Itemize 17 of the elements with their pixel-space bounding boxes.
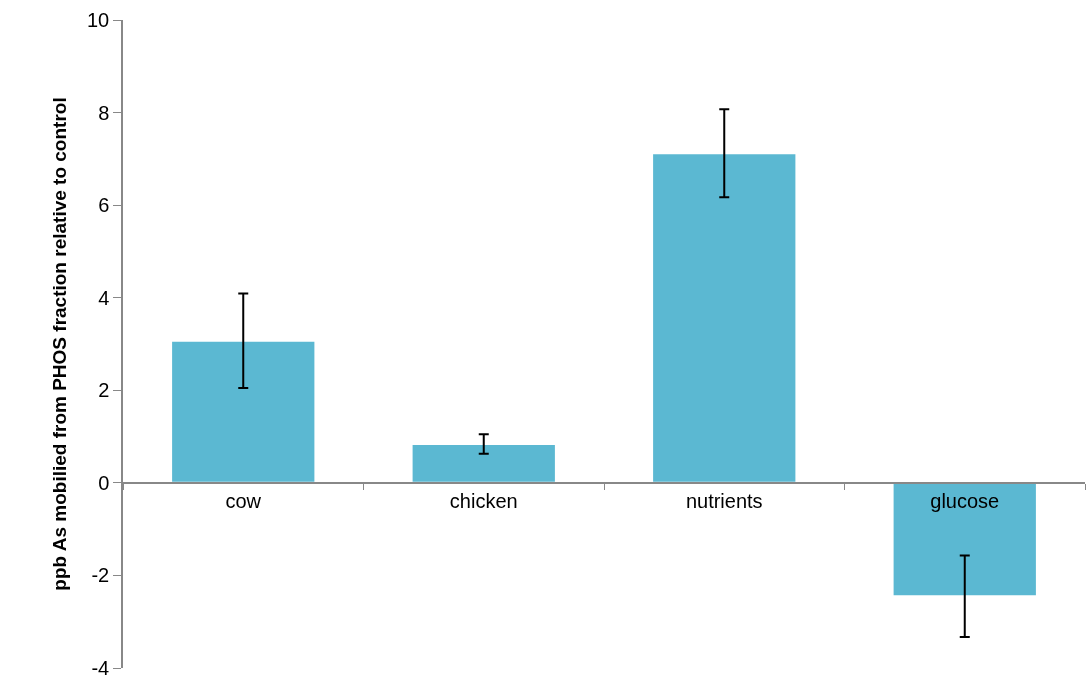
y-tick-label: 8 <box>98 101 110 124</box>
y-tick-label: 0 <box>98 471 110 494</box>
y-tick-label: -2 <box>91 564 110 587</box>
x-tick-label: chicken <box>449 489 518 512</box>
y-tick-label: 6 <box>98 194 110 217</box>
y-tick-label: 10 <box>87 9 110 31</box>
bar <box>651 152 798 484</box>
x-tick-label: glucose <box>930 489 1000 512</box>
bar <box>170 339 317 484</box>
x-tick-label: nutrients <box>685 489 763 512</box>
y-tick-label: 4 <box>98 286 110 309</box>
y-tick-label: -4 <box>91 657 110 679</box>
y-tick-label: 2 <box>98 379 110 402</box>
bar <box>891 481 1038 598</box>
bar <box>410 442 557 484</box>
y-axis-title: ppb As mobilied from PHOS fraction relative to control <box>49 97 71 591</box>
x-tick-label: cow <box>225 489 262 512</box>
